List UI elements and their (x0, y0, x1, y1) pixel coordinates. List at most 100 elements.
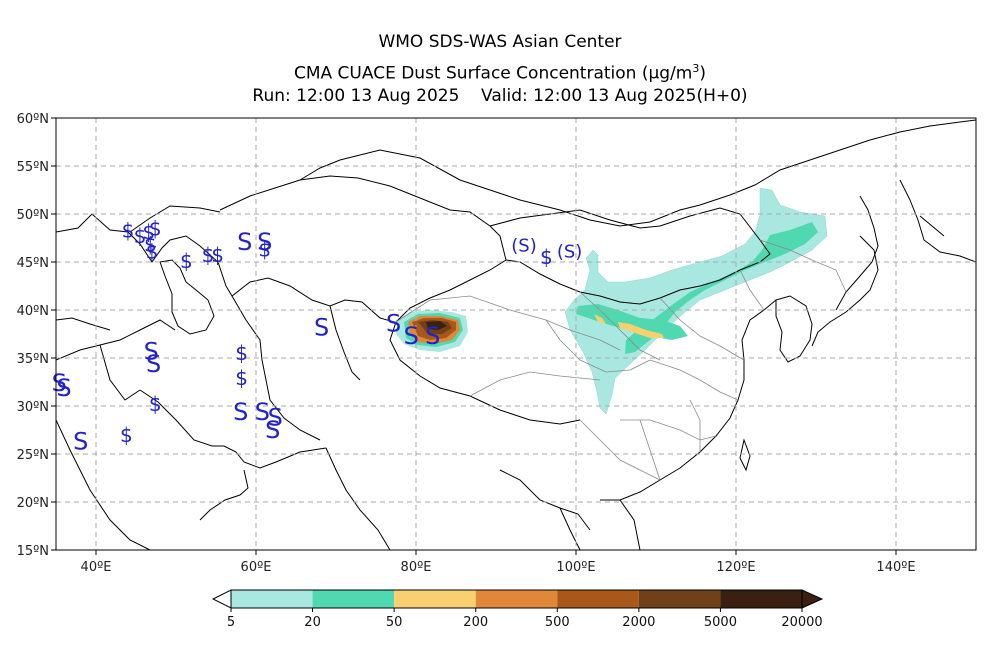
longitude-labels: 40ºE 60ºE 80ºE 100ºE 120ºE 140ºE (81, 550, 916, 575)
dust-symbol: S (144, 337, 159, 365)
dust-plume-east-mid (625, 222, 818, 354)
title-unit-superscript: 3 (692, 62, 700, 75)
caspian-sea (159, 259, 215, 335)
dust-symbol: S (237, 228, 252, 256)
province-border-xinjiang-tibet (395, 295, 621, 397)
lon-tick-label: 80ºE (401, 560, 432, 575)
dust-symbol: S (268, 404, 283, 432)
dust-symbol: S (257, 228, 272, 256)
dust-symbol: S (255, 398, 270, 426)
dust-symbol: $ (235, 366, 248, 390)
dust-symbol: $ (149, 216, 162, 240)
persian-gulf-coast (139, 389, 327, 469)
latitude-labels: 60ºN 55ºN 50ºN 45ºN 40ºN 35ºN 30ºN 25ºN 20ºN 15ºN (17, 112, 56, 559)
dust-symbol: $ (146, 239, 159, 263)
dust-symbol: S (73, 428, 88, 456)
lat-tick-label: 40ºN (17, 304, 49, 319)
dust-taklimakan-5000 (426, 321, 447, 330)
india-coast (325, 447, 591, 550)
dust-symbol: $ (149, 392, 162, 416)
dust-plume-east-low (564, 187, 828, 415)
middle-east-borders (56, 317, 176, 401)
dust-symbol: $ (120, 423, 133, 447)
colorbar-label: 20000 (781, 615, 822, 630)
graticule (56, 118, 976, 550)
dust-symbol: $ (235, 341, 248, 365)
lat-tick-label: 55ºN (17, 160, 49, 175)
lat-tick-label: 15ºN (17, 544, 49, 559)
lat-tick-label: 45ºN (17, 256, 49, 271)
dust-symbol: S (52, 369, 67, 397)
dust-symbol: (S) (557, 241, 582, 262)
colorbar-label: 5 (227, 615, 235, 630)
lat-tick-label: 25ºN (17, 448, 49, 463)
colorbar-label: 5000 (704, 615, 737, 630)
dust-symbol: S (233, 398, 248, 426)
map-boundaries (56, 119, 976, 550)
dust-plume-east-mid-2 (576, 304, 688, 340)
colorbar-segment (312, 590, 395, 608)
dust-symbol: $ (211, 243, 224, 267)
china-east-coast (600, 299, 777, 501)
province-borders (395, 239, 847, 481)
title-line-3: Run: 12:00 13 Aug 2025 Valid: 12:00 13 A… (252, 86, 748, 106)
dust-symbol: S (56, 374, 71, 402)
dust-symbol: $ (134, 224, 147, 248)
dust-symbol: $ (122, 218, 135, 242)
colorbar-high-arrow (801, 589, 824, 609)
dust-plume-east-high-2 (594, 314, 606, 324)
himalaya-south-border (389, 321, 581, 425)
dust-symbol: S (404, 322, 419, 350)
colorbar-label: 500 (545, 615, 570, 630)
lon-tick-label: 140ºE (876, 560, 915, 575)
japan-islands (811, 215, 945, 347)
colorbar-segment (557, 590, 639, 608)
dust-symbol: S (314, 313, 329, 341)
dust-shading-layer (396, 187, 828, 415)
lat-tick-label: 50ºN (17, 208, 49, 223)
title-unit-close: ) (699, 63, 707, 84)
dust-symbol: $ (258, 237, 271, 261)
colorbar-label: 50 (386, 615, 403, 630)
lon-tick-label: 120ºE (716, 560, 755, 575)
colorbar-label: 20 (304, 615, 321, 630)
dust-symbol: S (425, 322, 440, 350)
dust-symbol: $ (142, 220, 155, 244)
lat-tick-label: 60ºN (17, 112, 49, 127)
dust-symbol: $ (540, 245, 553, 269)
province-border-northeast (739, 239, 847, 311)
taiwan-island (739, 438, 751, 472)
arabian-peninsula (56, 419, 249, 550)
title-line-1: WMO SDS-WAS Asian Center (378, 32, 622, 52)
dust-symbol: $ (202, 243, 215, 267)
colorbar-label: 200 (463, 615, 488, 630)
iran-afghan-border (231, 295, 361, 441)
dust-symbol: S (265, 416, 280, 444)
colorbar-outline (230, 589, 803, 609)
title-main: CMA CUACE Dust Surface Concentration (293, 63, 642, 84)
russia-far-east (699, 119, 976, 206)
colorbar-segment (638, 590, 721, 608)
coastline-black-caspian-region (56, 213, 395, 323)
province-border-south (579, 399, 701, 481)
lat-tick-label: 20ºN (17, 496, 49, 511)
lon-tick-label: 100ºE (556, 560, 595, 575)
colorbar-segment (475, 590, 558, 608)
korea-peninsula (775, 295, 813, 363)
title-line-2: CMA CUACE Dust Surface Concentration (μg… (0, 58, 1000, 85)
lon-tick-label: 60ºE (241, 560, 272, 575)
province-border-qinghai-gansu (545, 291, 661, 373)
kazakh-russia-border (129, 149, 701, 233)
dust-symbol: $ (180, 249, 193, 273)
colorbar-segment (394, 590, 476, 608)
dust-symbol: S (386, 309, 401, 337)
dust-plume-east-high (618, 322, 664, 338)
colorbar-segment (720, 590, 802, 608)
lat-tick-label: 35ºN (17, 352, 49, 367)
title-unit: (μg/m (641, 63, 693, 84)
colorbar: 5 20 50 200 500 2000 5000 20000 (211, 589, 824, 630)
dust-symbol: S (146, 350, 161, 378)
mongolia-border (489, 207, 771, 305)
